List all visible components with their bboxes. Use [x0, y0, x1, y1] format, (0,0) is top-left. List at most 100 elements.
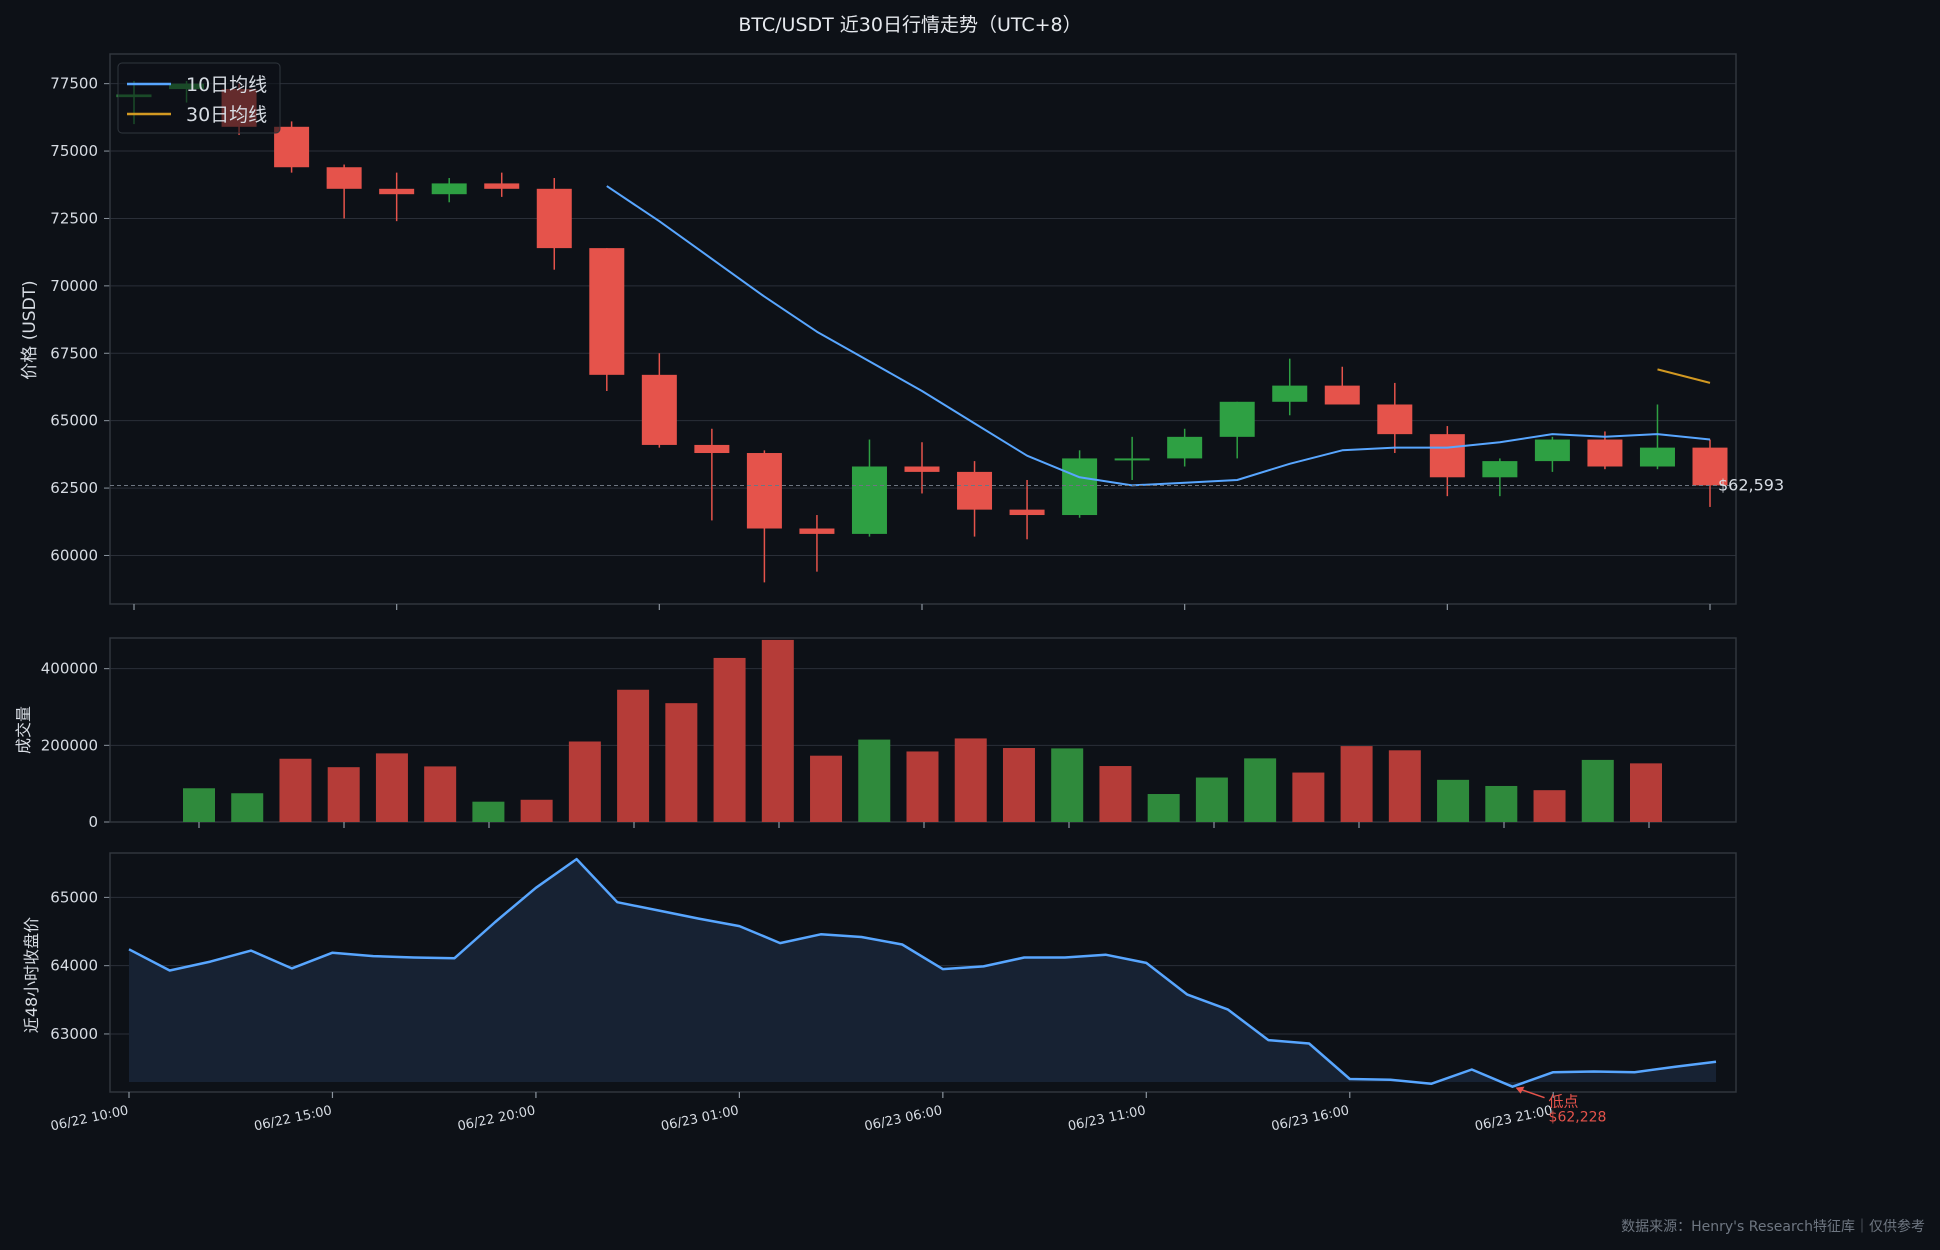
close-xtick-label: 06/22 20:00 [456, 1103, 536, 1134]
volume-bar [1195, 777, 1228, 822]
candle-body [1692, 447, 1728, 486]
volume-bar [1292, 772, 1325, 822]
volume-bar [1388, 750, 1421, 822]
volume-ytick-label: 400000 [41, 660, 98, 678]
volume-bar [183, 788, 215, 822]
volume-bar [520, 799, 553, 822]
close-xtick-label: 06/23 11:00 [1067, 1103, 1147, 1134]
volume-bar [1340, 746, 1373, 822]
volume-bar [713, 657, 746, 822]
legend-box [117, 62, 281, 134]
low-point-label: 低点 [1549, 1093, 1579, 1111]
volume-bar [954, 738, 987, 822]
volume-bar [231, 793, 264, 822]
low-arrow [1518, 1087, 1545, 1099]
candle-body [1639, 447, 1675, 467]
price-ytick-label: 60000 [50, 546, 98, 564]
close-area-fill [129, 859, 1716, 1087]
candle-body [1167, 436, 1203, 459]
volume-bar [1581, 759, 1614, 822]
candle-body [536, 188, 572, 249]
volume-bar [1099, 766, 1132, 822]
candle-body [379, 188, 415, 195]
price-panel-frame [109, 53, 1737, 605]
volume-bar [1485, 785, 1518, 822]
volume-bar [810, 755, 843, 822]
ma10-line [606, 185, 1711, 487]
close-xtick-label: 06/23 21:00 [1474, 1103, 1554, 1134]
price-legend: 10日均线 30日均线 [117, 62, 281, 134]
close-axis-label: 近48小时收盘价 [22, 917, 41, 1033]
close-ytick-label: 63000 [50, 1025, 98, 1043]
close-xtick-label: 06/23 16:00 [1270, 1103, 1350, 1134]
volume-bar [424, 766, 457, 822]
candle-body [1377, 404, 1413, 435]
candle-body [484, 183, 520, 189]
chart-title: BTC/USDT 近30日行情走势（UTC+8） [738, 14, 1081, 36]
candle-body [1587, 439, 1623, 467]
candle-body [957, 471, 993, 510]
candle-body [904, 466, 940, 472]
volume-bar [617, 689, 650, 822]
price-ytick-label: 67500 [50, 344, 98, 362]
close-xtick-label: 06/23 01:00 [660, 1103, 740, 1134]
close-ytick-label: 64000 [50, 957, 98, 975]
volume-bar [1244, 758, 1277, 822]
close-ytick-label: 65000 [50, 888, 98, 906]
volume-axis-label: 成交量 [14, 706, 33, 754]
candle-body [326, 167, 362, 189]
candle-body [851, 466, 887, 534]
price-ytick-label: 62500 [50, 479, 98, 497]
price-ytick-label: 77500 [50, 75, 98, 93]
candle-body [1009, 509, 1045, 516]
candle-body [431, 183, 467, 195]
price-ytick-label: 75000 [50, 142, 98, 160]
volume-bar [1437, 779, 1470, 822]
candle-body [1062, 458, 1098, 516]
candle-body [1429, 434, 1465, 478]
legend-label: 10日均线 [186, 74, 267, 96]
close-xtick-label: 06/22 10:00 [49, 1103, 129, 1134]
volume-bar [858, 739, 891, 822]
close-xtick-label: 06/22 15:00 [253, 1103, 333, 1134]
volume-bar [1002, 748, 1035, 822]
candle-body [274, 126, 310, 168]
close-xtick-label: 06/23 06:00 [863, 1103, 943, 1134]
volume-bar [472, 801, 505, 822]
volume-bar [1630, 763, 1662, 822]
volume-bar [568, 741, 601, 822]
data-source-note: 数据来源：Henry's Research特征库｜仅供参考 [1621, 1218, 1925, 1235]
candle-body [799, 528, 835, 534]
candle-body [589, 248, 625, 375]
price-ytick-label: 72500 [50, 209, 98, 227]
low-arrow-head [1515, 1086, 1525, 1094]
candle-body [694, 444, 730, 454]
volume-ytick-label: 0 [88, 813, 98, 831]
candle-body [1324, 385, 1360, 405]
price-ytick-label: 70000 [50, 277, 98, 295]
volume-bar [665, 703, 698, 822]
volume-bar [375, 753, 408, 822]
candle-body [1114, 458, 1150, 461]
volume-bar [761, 639, 794, 822]
volume-bar [279, 758, 312, 822]
last-price-label: $62,593 [1718, 476, 1784, 495]
candle-body [1219, 401, 1255, 437]
price-ytick-label: 65000 [50, 412, 98, 430]
close-line [128, 857, 1717, 1088]
ma30-line [1657, 368, 1711, 384]
volume-bar [1533, 790, 1566, 822]
volume-bar [327, 767, 360, 822]
volume-bar [906, 751, 939, 822]
low-point-value: $62,228 [1549, 1110, 1607, 1126]
candle-body [1534, 439, 1570, 462]
close-panel-frame [109, 852, 1737, 1093]
candle-body [1272, 385, 1308, 402]
candle-body [641, 374, 677, 445]
candle-body [746, 453, 782, 529]
volume-bar [1051, 748, 1084, 822]
candle-body [1482, 461, 1518, 478]
volume-bar [1147, 794, 1180, 822]
legend-label: 30日均线 [186, 104, 267, 126]
